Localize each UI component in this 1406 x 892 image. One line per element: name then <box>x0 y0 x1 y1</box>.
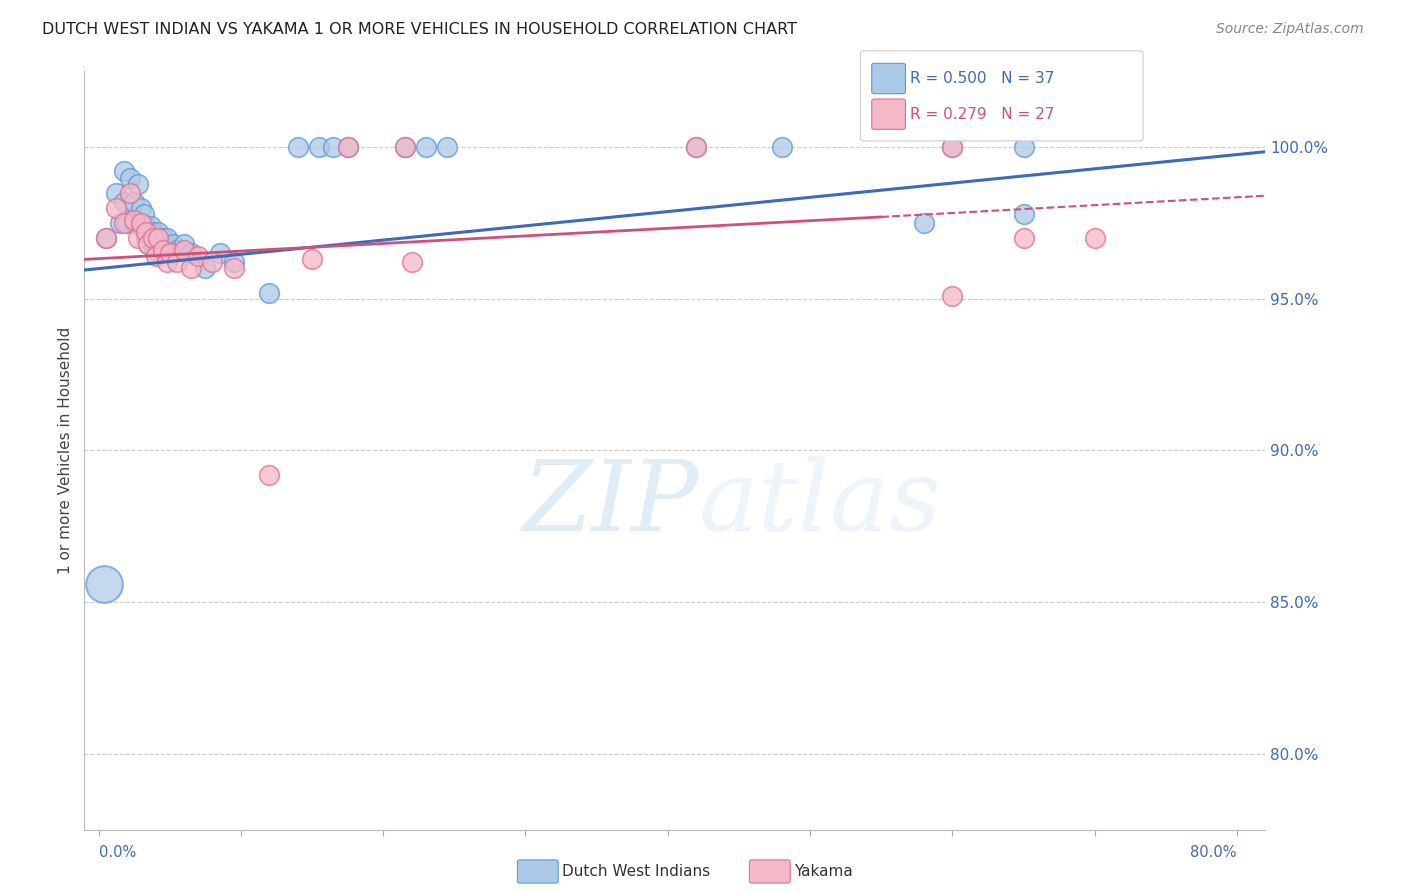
Text: DUTCH WEST INDIAN VS YAKAMA 1 OR MORE VEHICLES IN HOUSEHOLD CORRELATION CHART: DUTCH WEST INDIAN VS YAKAMA 1 OR MORE VE… <box>42 22 797 37</box>
Point <box>770 140 793 154</box>
Point <box>162 237 184 252</box>
Point <box>180 261 202 276</box>
Point <box>148 231 170 245</box>
Point <box>145 244 167 258</box>
Point <box>194 261 217 276</box>
Point <box>141 219 163 233</box>
Point <box>159 246 181 260</box>
Text: 80.0%: 80.0% <box>1191 845 1237 860</box>
Text: ZIP: ZIP <box>522 456 699 551</box>
Point <box>134 207 156 221</box>
Point <box>322 140 344 154</box>
Point <box>173 244 195 258</box>
Point <box>201 255 224 269</box>
Point <box>115 216 138 230</box>
Text: R = 0.500   N = 37: R = 0.500 N = 37 <box>910 71 1054 86</box>
Point <box>129 216 152 230</box>
Point <box>685 140 707 154</box>
Text: R = 0.279   N = 27: R = 0.279 N = 27 <box>910 107 1054 121</box>
Point <box>112 164 135 178</box>
Text: Yakama: Yakama <box>794 864 853 879</box>
Point <box>912 216 935 230</box>
Point <box>127 231 149 245</box>
Y-axis label: 1 or more Vehicles in Household: 1 or more Vehicles in Household <box>58 326 73 574</box>
Point <box>135 225 157 239</box>
Point <box>129 219 152 233</box>
Point <box>118 170 141 185</box>
Point <box>118 186 141 200</box>
Point <box>142 231 165 245</box>
Point <box>1012 207 1035 221</box>
Point <box>401 255 423 269</box>
Point <box>1012 140 1035 154</box>
Point <box>308 140 330 154</box>
Point <box>287 140 309 154</box>
Point <box>152 244 174 258</box>
Point <box>108 216 131 230</box>
Point <box>138 225 160 239</box>
Point <box>301 252 323 267</box>
Point <box>685 140 707 154</box>
Text: Source: ZipAtlas.com: Source: ZipAtlas.com <box>1216 22 1364 37</box>
Point <box>94 231 117 245</box>
Point <box>156 231 179 245</box>
Point <box>112 216 135 230</box>
Point <box>135 231 157 245</box>
Point <box>259 467 281 482</box>
Point <box>222 261 245 276</box>
Point <box>104 186 127 200</box>
Point <box>394 140 416 154</box>
Point <box>173 237 195 252</box>
Point <box>259 285 281 300</box>
Point <box>142 237 165 252</box>
Point <box>122 194 145 209</box>
Point <box>149 237 172 252</box>
Point <box>166 255 188 269</box>
Point <box>138 237 160 252</box>
Point <box>135 219 157 233</box>
Point <box>112 194 135 209</box>
Point <box>152 231 174 245</box>
Point <box>159 246 181 260</box>
Text: Dutch West Indians: Dutch West Indians <box>562 864 710 879</box>
Point <box>142 225 165 239</box>
Point <box>156 255 179 269</box>
Point <box>415 140 437 154</box>
Point <box>187 249 209 263</box>
Point <box>394 140 416 154</box>
Point <box>127 177 149 191</box>
Text: atlas: atlas <box>699 456 941 551</box>
Point <box>122 216 145 230</box>
Point <box>145 249 167 263</box>
Point <box>138 237 160 252</box>
Point <box>1012 231 1035 245</box>
Point <box>1084 231 1107 245</box>
Point <box>180 246 202 260</box>
Point <box>148 225 170 239</box>
Point <box>145 228 167 243</box>
Point <box>104 201 127 215</box>
Point <box>208 246 231 260</box>
Point <box>222 255 245 269</box>
Point <box>336 140 359 154</box>
Point <box>129 201 152 215</box>
Point <box>941 140 963 154</box>
Point <box>941 289 963 303</box>
Point <box>94 231 117 245</box>
Point <box>336 140 359 154</box>
Point <box>122 213 145 227</box>
Text: 0.0%: 0.0% <box>98 845 136 860</box>
Point <box>166 244 188 258</box>
Point <box>436 140 458 154</box>
Point <box>941 140 963 154</box>
Point <box>93 577 115 591</box>
